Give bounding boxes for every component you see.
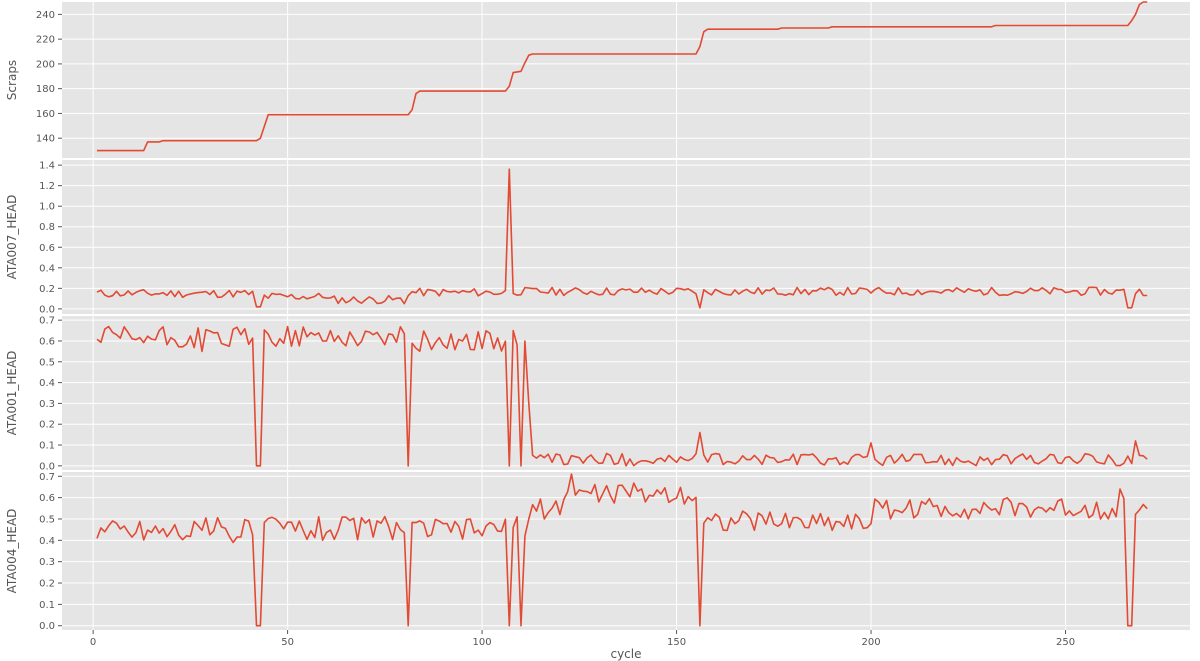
panel-2: 0.0 0.2 0.4 0.6 0.8 1.0 1.2 1.4 ATA007_HEAD — [5, 160, 1190, 315]
y-tick-label: 200 — [36, 59, 55, 70]
y-axis-label: Scraps — [5, 60, 19, 100]
series-line — [97, 1, 1148, 152]
y-axis-label: ATA001_HEAD — [5, 351, 19, 436]
y-tick-label: 180 — [36, 84, 55, 95]
y-tick-label: 0.6 — [39, 336, 55, 347]
panel-1: 140 160 180 200 220 240 Scraps — [5, 1, 1190, 158]
y-tick-label: 0.3 — [39, 399, 55, 410]
y-tick-label: 0.5 — [39, 357, 55, 368]
x-tick-label: 200 — [862, 637, 881, 648]
y-tick-label: 0.1 — [39, 441, 55, 452]
panel-3: 0.0 0.1 0.2 0.3 0.4 0.5 0.6 0.7 ATA001_HEAD — [5, 316, 1190, 472]
y-tick-label: 0.5 — [39, 514, 55, 525]
x-axis-label: cycle — [610, 647, 641, 661]
y-tick-label: 0.4 — [39, 263, 55, 274]
y-tick-label: 1.4 — [39, 161, 55, 172]
y-tick-label: 220 — [36, 35, 55, 46]
panel-4: 0.0 0.1 0.2 0.3 0.4 0.5 0.6 0.7 ATA004_HEAD 0 50 10… — [5, 472, 1190, 661]
y-tick-label: 0.8 — [39, 222, 55, 233]
y-tick-label: 1.2 — [39, 181, 55, 192]
y-tick-label: 160 — [36, 109, 55, 120]
y-tick-label: 0.6 — [39, 493, 55, 504]
y-tick-label: 0.0 — [39, 621, 55, 632]
y-tick-label: 0.2 — [39, 284, 55, 295]
y-tick-label: 0.0 — [39, 461, 55, 472]
series-line — [96, 473, 1148, 627]
x-tick-label: 0 — [90, 637, 96, 648]
x-tick-label: 50 — [281, 637, 294, 648]
y-tick-label: 0.4 — [39, 378, 55, 389]
y-tick-label: 0.7 — [39, 472, 55, 483]
y-axis-label: ATA004_HEAD — [5, 509, 19, 594]
plot-background — [62, 160, 1190, 314]
x-tick-label: 150 — [667, 637, 686, 648]
y-tick-label: 0.4 — [39, 536, 55, 547]
series-line — [96, 168, 1148, 309]
plot-background — [62, 472, 1190, 630]
y-tick-label: 140 — [36, 134, 55, 145]
x-tick-label: 100 — [473, 637, 492, 648]
y-tick-label: 0.0 — [39, 304, 55, 315]
plot-background — [62, 2, 1190, 158]
y-axis-label: ATA007_HEAD — [5, 195, 19, 280]
y-tick-label: 0.3 — [39, 557, 55, 568]
y-tick-label: 1.0 — [39, 202, 55, 213]
y-tick-label: 0.7 — [39, 316, 55, 327]
y-tick-label: 0.2 — [39, 579, 55, 590]
y-tick-label: 0.6 — [39, 243, 55, 254]
y-tick-label: 0.2 — [39, 420, 55, 431]
y-tick-label: 0.1 — [39, 600, 55, 611]
x-tick-label: 250 — [1056, 637, 1075, 648]
series-line — [96, 325, 1148, 467]
y-tick-label: 240 — [36, 10, 55, 21]
